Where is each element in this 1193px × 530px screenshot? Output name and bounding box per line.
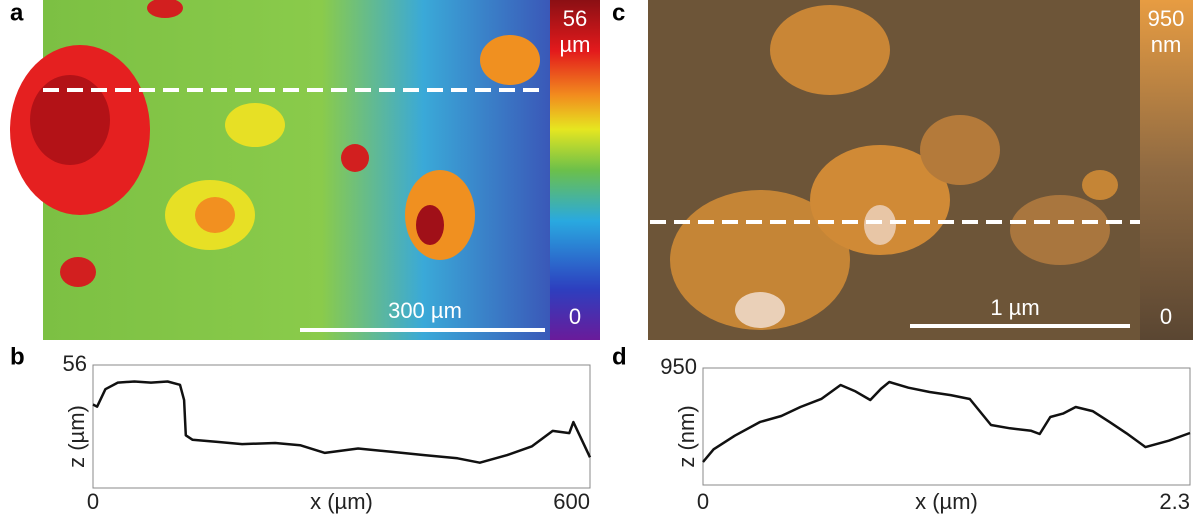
plot-frame — [92, 364, 591, 489]
x-tick-label: 600 — [553, 489, 590, 514]
y-tick-label: 950 — [660, 354, 697, 379]
panel-label: a — [10, 0, 24, 26]
panel-label: c — [612, 0, 625, 26]
colorbar-min: 0 — [1160, 304, 1172, 329]
profile-line — [92, 380, 592, 464]
x-tick-label: 2.3 — [1159, 489, 1190, 514]
x-tick-label: 0 — [697, 489, 709, 514]
y-axis-label: z (nm) — [674, 405, 699, 467]
colorbar-unit: nm — [1151, 32, 1182, 57]
x-axis-label: x (µm) — [915, 489, 978, 514]
y-axis-label: z (µm) — [64, 405, 89, 468]
x-axis-label: x (µm) — [310, 489, 373, 514]
height-map-a — [10, 0, 600, 340]
colorbar-unit: µm — [559, 32, 590, 57]
afm-image-c — [648, 0, 1193, 340]
scale-bar-label: 300 µm — [388, 298, 462, 323]
colorbar-max: 56 — [563, 6, 587, 31]
panel-label: b — [10, 343, 25, 370]
profile-line — [702, 380, 1191, 463]
x-tick-label: 0 — [87, 489, 99, 514]
colorbar-min: 0 — [569, 304, 581, 329]
panel-label: d — [612, 343, 627, 370]
y-tick-label: 56 — [63, 351, 87, 376]
scale-bar-label: 1 µm — [990, 295, 1039, 320]
colorbar-max: 950 — [1148, 6, 1185, 31]
plot-frame — [702, 367, 1191, 486]
